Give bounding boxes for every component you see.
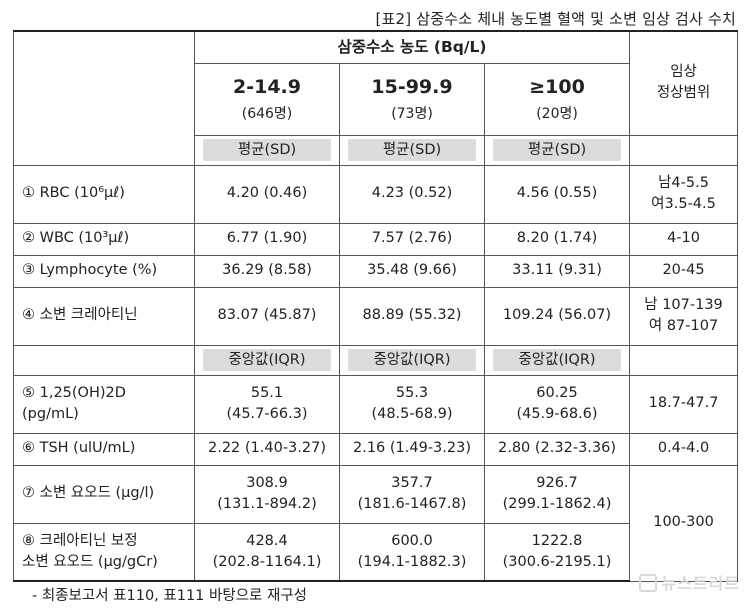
concentration-range-3: ≥100 [529,75,585,98]
header-row-concentrations: 2-14.9 (646명) 15-99.9 (73명) ≥100 (20명) [14,62,738,136]
header-blank-cell [13,30,195,166]
normal-range-female: 여 87-107 [648,318,719,334]
table-cell: 4.23 (0.52) [339,164,485,224]
clinical-results-table: 삼중수소 농도 (Bq/L) 임상 정상범위 2-14.9 (646명) 15-… [13,30,739,582]
table-cell: 308.9 (131.1-894.2) [194,464,340,524]
table-cell: 2.22 (1.40-3.27) [194,432,340,466]
stat-label-median-1: 중앙값(IQR) [203,348,331,371]
normal-range-female: 여3.5-4.5 [651,196,716,212]
table-cell: 8.20 (1.74) [483,222,631,256]
stat-label-mean-1: 평균(SD) [203,138,331,161]
stat-label-mean-3: 평균(SD) [493,138,622,161]
table-cell: 4.56 (0.55) [483,164,631,224]
normal-range-title-line1: 임상 [670,64,697,81]
table-cell: 60.25 (45.9-68.6) [483,374,631,434]
normal-range-rbc: 남4-5.5 여3.5-4.5 [629,164,739,224]
concentration-range-2: 15-99.9 [371,75,453,98]
participant-count-3: (20명) [536,106,578,123]
stat-label-mean-2: 평균(SD) [348,138,476,161]
normal-range-male: 남4-5.5 [658,174,709,191]
table-cell: 109.24 (56.07) [483,286,631,346]
table-cell: 428.4 (202.8-1164.1) [194,522,340,582]
footnote: - 최종보고서 표110, 표111 바탕으로 재구성 [32,588,307,604]
table-cell: 2.80 (2.32-3.36) [483,432,631,466]
table-cell: 88.89 (55.32) [339,286,485,346]
watermark-logo-icon [639,574,658,592]
table-row: ④ 소변 크레아티닌 83.07 (45.87) 88.89 (55.32) 1… [13,286,739,346]
table-row: ② WBC (10³μℓ) 6.77 (1.90) 7.57 (2.76) 8.… [13,222,739,256]
participant-count-1: (646명) [241,106,293,123]
table-row: ① RBC (10⁶μℓ) 4.20 (0.46) 4.23 (0.52) 4.… [13,164,739,224]
table-cell: 7.57 (2.76) [339,222,485,256]
table-cell: 33.11 (9.31) [483,254,631,288]
table-row: ⑥ TSH (ulU/mL) 2.22 (1.40-3.27) 2.16 (1.… [13,432,739,466]
concentration-group-title: 삼중수소 농도 (Bq/L) [193,30,631,64]
table-cell: 2.16 (1.49-3.23) [339,432,485,466]
table-cell: 4.20 (0.46) [194,164,340,224]
normal-range-vitamin-d: 18.7-47.7 [629,374,739,434]
table-cell: 35.48 (9.66) [339,254,485,288]
normal-range-header: 임상 정상범위 [629,30,739,136]
normal-range-tsh: 0.4-4.0 [629,432,739,466]
header-row-group: 삼중수소 농도 (Bq/L) 임상 정상범위 [13,30,739,166]
normal-range-wbc: 4-10 [629,222,739,256]
normal-range-lymphocyte: 20-45 [629,254,739,288]
table-row: ③ Lymphocyte (%) 36.29 (8.58) 35.48 (9.6… [13,254,739,288]
row-label-urine-creatinine: ④ 소변 크레아티닌 [13,286,195,346]
concentration-column-2: 15-99.9 (73명) [339,62,485,136]
table-cell: 357.7 (181.6-1467.8) [339,464,485,524]
table-cell: 55.1 (45.7-66.3) [194,374,340,434]
normal-range-iodine: 100-300 [629,464,739,582]
participant-count-2: (73명) [391,106,433,123]
table-row: ⑦ 소변 요오드 (μg/l) 308.9 (131.1-894.2) 357.7… [13,464,739,582]
row-label-lymphocyte: ③ Lymphocyte (%) [13,254,195,288]
concentration-range-1: 2-14.9 [233,75,301,98]
table-cell: 55.3 (48.5-68.9) [339,374,485,434]
concentration-column-3: ≥100 (20명) [483,62,631,136]
normal-range-male: 남 107-139 [644,296,723,313]
row-label-wbc: ② WBC (10³μℓ) [13,222,195,256]
concentration-column-1: 2-14.9 (646명) [194,62,340,136]
stat-label-median-2: 중앙값(IQR) [348,348,476,371]
stat-label-median-3: 중앙값(IQR) [493,348,622,371]
normal-range-title-line2: 정상범위 [656,85,711,102]
table-row: ⑧ 크레아티닌 보정 소변 요오드 (μg/gCr) 428.4 (202.8-1… [13,522,738,582]
table-row: ⑤ 1,25(OH)2D (pg/mL) 55.1 (45.7-66.3) 55.… [13,374,739,434]
row-label-rbc: ① RBC (10⁶μℓ) [13,164,195,224]
table-cell: 83.07 (45.87) [194,286,340,346]
news-watermark: 뉴스트리트 [639,570,740,594]
table-cell: 600.0 (194.1-1882.3) [339,522,485,582]
row-label-tsh: ⑥ TSH (ulU/mL) [13,432,195,466]
stat-label-row-median: 중앙값(IQR) 중앙값(IQR) 중앙값(IQR) [13,344,739,376]
row-label-vitamin-d: ⑤ 1,25(OH)2D (pg/mL) [13,374,195,434]
table-caption: [표2] 삼중수소 체내 농도별 혈액 및 소변 임상 검사 수치 [375,10,736,28]
normal-range-creatinine: 남 107-139 여 87-107 [629,286,739,346]
table-cell: 926.7 (299.1-1862.4) [483,464,631,524]
table-cell: 36.29 (8.58) [194,254,340,288]
row-label-urine-iodine: ⑦ 소변 요오드 (μg/l) [13,464,195,524]
table-cell: 6.77 (1.90) [194,222,340,256]
row-label-corrected-iodine: ⑧ 크레아티닌 보정 소변 요오드 (μg/gCr) [13,522,195,582]
table-cell: 1222.8 (300.6-2195.1) [483,522,631,582]
